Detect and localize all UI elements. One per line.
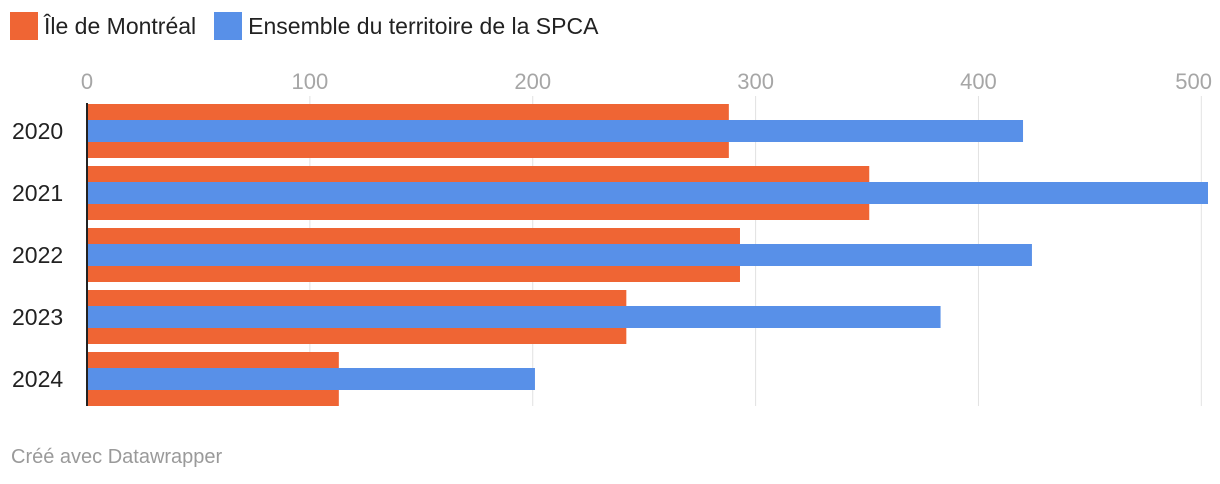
bar-spca-2022 <box>87 244 1032 266</box>
category-label-2024: 2024 <box>12 366 63 392</box>
legend-item-spca: Ensemble du territoire de la SPCA <box>214 12 598 40</box>
category-label-2022: 2022 <box>12 242 63 268</box>
x-tick-label-200: 200 <box>514 69 551 94</box>
bar-spca-2023 <box>87 306 941 328</box>
x-tick-label-100: 100 <box>292 69 329 94</box>
x-tick-label-400: 400 <box>960 69 997 94</box>
x-tick-label-0: 0 <box>81 69 93 94</box>
legend: Île de Montréal Ensemble du territoire d… <box>10 12 608 40</box>
bar-spca-2021 <box>87 182 1208 204</box>
bar-spca-2024 <box>87 368 535 390</box>
footer-credit: Créé avec Datawrapper <box>11 446 223 468</box>
legend-label-spca: Ensemble du territoire de la SPCA <box>248 12 599 39</box>
x-tick-label-300: 300 <box>737 69 774 94</box>
bar-spca-2020 <box>87 120 1024 142</box>
legend-label-montreal: Île de Montréal <box>44 12 197 39</box>
legend-item-montreal: Île de Montréal <box>10 12 196 40</box>
legend-swatch-spca <box>214 12 243 40</box>
x-tick-label-500: 500 <box>1175 69 1212 94</box>
legend-swatch-montreal <box>10 12 38 40</box>
category-label-2023: 2023 <box>12 304 63 330</box>
category-label-2021: 2021 <box>12 180 63 206</box>
category-label-2020: 2020 <box>12 118 63 144</box>
